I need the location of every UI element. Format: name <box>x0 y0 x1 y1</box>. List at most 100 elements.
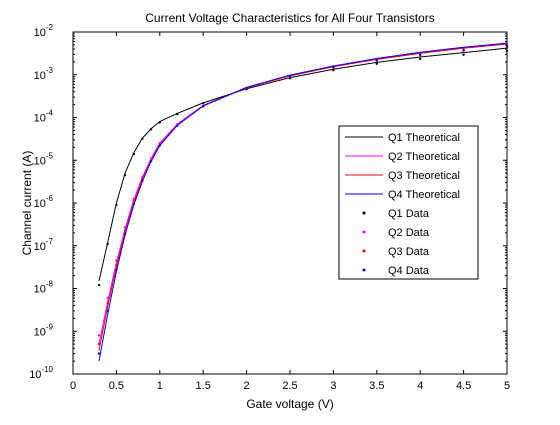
x-tick-label: 3.5 <box>369 380 384 392</box>
data-point-q1 <box>115 203 118 207</box>
data-point-q1 <box>149 128 153 131</box>
data-point-q2 <box>97 334 101 337</box>
data-point-q4 <box>158 144 161 147</box>
y-tick-exponent: -9 <box>46 322 54 331</box>
legend-label: Q4 Data <box>388 265 430 277</box>
y-tick-base: 10 <box>34 113 46 125</box>
data-point-q1 <box>97 283 101 287</box>
x-tick-label: 1.5 <box>196 380 211 392</box>
x-axis-label: Gate voltage (V) <box>246 397 333 411</box>
y-tick-label: 10-9 <box>34 322 54 338</box>
y-tick-base: 10 <box>34 27 46 39</box>
data-point-q1 <box>375 62 378 65</box>
data-point-q1 <box>176 112 179 116</box>
y-axis-label: Channel current (A) <box>20 151 34 256</box>
y-tick-exponent: -4 <box>46 109 54 118</box>
y-tick-exponent: -7 <box>46 237 54 246</box>
y-tick-label: 10-8 <box>34 280 54 296</box>
legend-label: Q1 Data <box>388 208 430 220</box>
y-tick-base: 10 <box>34 284 46 296</box>
legend-marker-swatch <box>362 249 366 253</box>
data-point-q4 <box>202 104 205 108</box>
data-point-q1 <box>332 69 335 72</box>
data-point-q2 <box>123 226 127 229</box>
y-tick-exponent: -5 <box>46 151 54 160</box>
data-point-q1 <box>419 57 422 61</box>
legend-label: Q3 Data <box>388 246 430 258</box>
plot-frame <box>72 31 508 375</box>
y-tick-exponent: -2 <box>46 23 54 32</box>
y-tick-base: 10 <box>34 198 46 210</box>
y-tick-label: 10-3 <box>34 66 54 82</box>
y-tick-exponent: -3 <box>46 66 54 75</box>
data-point-q4 <box>97 352 101 355</box>
data-point-q4 <box>419 53 422 56</box>
data-point-q1 <box>202 102 205 105</box>
y-tick-base: 10 <box>34 70 46 82</box>
x-tick-label: 0.5 <box>109 380 124 392</box>
y-tick-label: 10-5 <box>34 151 54 167</box>
x-tick-label: 4.5 <box>456 380 471 392</box>
data-point-q3 <box>106 302 109 305</box>
data-point-q3 <box>115 264 118 267</box>
data-point-q4 <box>115 268 118 271</box>
x-tick-label: 3 <box>330 380 336 392</box>
legend-marker-swatch <box>362 268 366 272</box>
data-point-q4 <box>106 309 109 313</box>
legend: Q1 Theoretical Q2 Theoretical Q3 Theoretic… <box>338 125 479 280</box>
data-point-q3 <box>123 229 127 233</box>
legend-label: Q4 Theoretical <box>388 189 460 201</box>
y-tick-label: 10-10 <box>29 365 53 381</box>
legend-marker-swatch <box>362 211 366 215</box>
series-group <box>97 42 509 362</box>
data-point-q4 <box>149 159 153 163</box>
x-tick-label: 2 <box>244 380 250 392</box>
data-point-q4 <box>332 66 335 69</box>
y-tick-label: 10-4 <box>34 109 54 125</box>
data-point-q4 <box>245 86 248 90</box>
data-point-q4 <box>288 74 292 78</box>
data-point-q1 <box>106 242 109 246</box>
data-point-q4 <box>123 232 127 235</box>
legend-label: Q2 Data <box>388 227 430 239</box>
data-point-q3 <box>97 342 101 346</box>
x-tick-label: 0 <box>70 380 76 392</box>
data-point-q2 <box>115 259 118 262</box>
legend-label: Q2 Theoretical <box>388 151 460 163</box>
data-point-q1 <box>132 152 135 156</box>
y-tick-base: 10 <box>34 241 46 253</box>
legend-label: Q3 Theoretical <box>388 170 460 182</box>
legend-label: Q1 Theoretical <box>388 132 460 144</box>
chart-title: Current Voltage Characteristics for All … <box>145 11 434 25</box>
data-point-q4 <box>132 202 135 206</box>
data-point-q2 <box>149 157 153 160</box>
x-tick-label: 2.5 <box>282 380 297 392</box>
y-tick-label: 10-6 <box>34 194 54 210</box>
data-point-q4 <box>141 179 144 182</box>
legend-marker-swatch <box>362 230 366 234</box>
y-tick-label: 10-7 <box>34 237 54 253</box>
data-point-q4 <box>176 124 179 128</box>
data-point-q1 <box>158 121 161 124</box>
x-tick-labels: 0 0.5 1 1.5 2 2.5 3 3.5 4 4.5 5 <box>70 380 510 392</box>
y-tick-label: 10-2 <box>34 23 54 39</box>
data-point-q1 <box>123 173 127 177</box>
data-point-q4 <box>375 58 378 62</box>
y-tick-exponent: -6 <box>46 194 54 203</box>
x-tick-label: 5 <box>504 380 510 392</box>
data-point-q1 <box>141 137 144 140</box>
y-tick-base: 10 <box>29 369 41 381</box>
data-point-q3 <box>132 200 135 203</box>
x-tick-label: 1 <box>157 380 163 392</box>
data-point-q2 <box>132 197 135 201</box>
y-tick-base: 10 <box>34 155 46 167</box>
y-tick-exponent: -10 <box>41 365 53 374</box>
data-point-q3 <box>141 177 144 180</box>
y-tick-base: 10 <box>34 326 46 338</box>
legend-box <box>338 125 479 280</box>
data-point-q2 <box>106 296 109 300</box>
data-point-q2 <box>141 175 144 178</box>
